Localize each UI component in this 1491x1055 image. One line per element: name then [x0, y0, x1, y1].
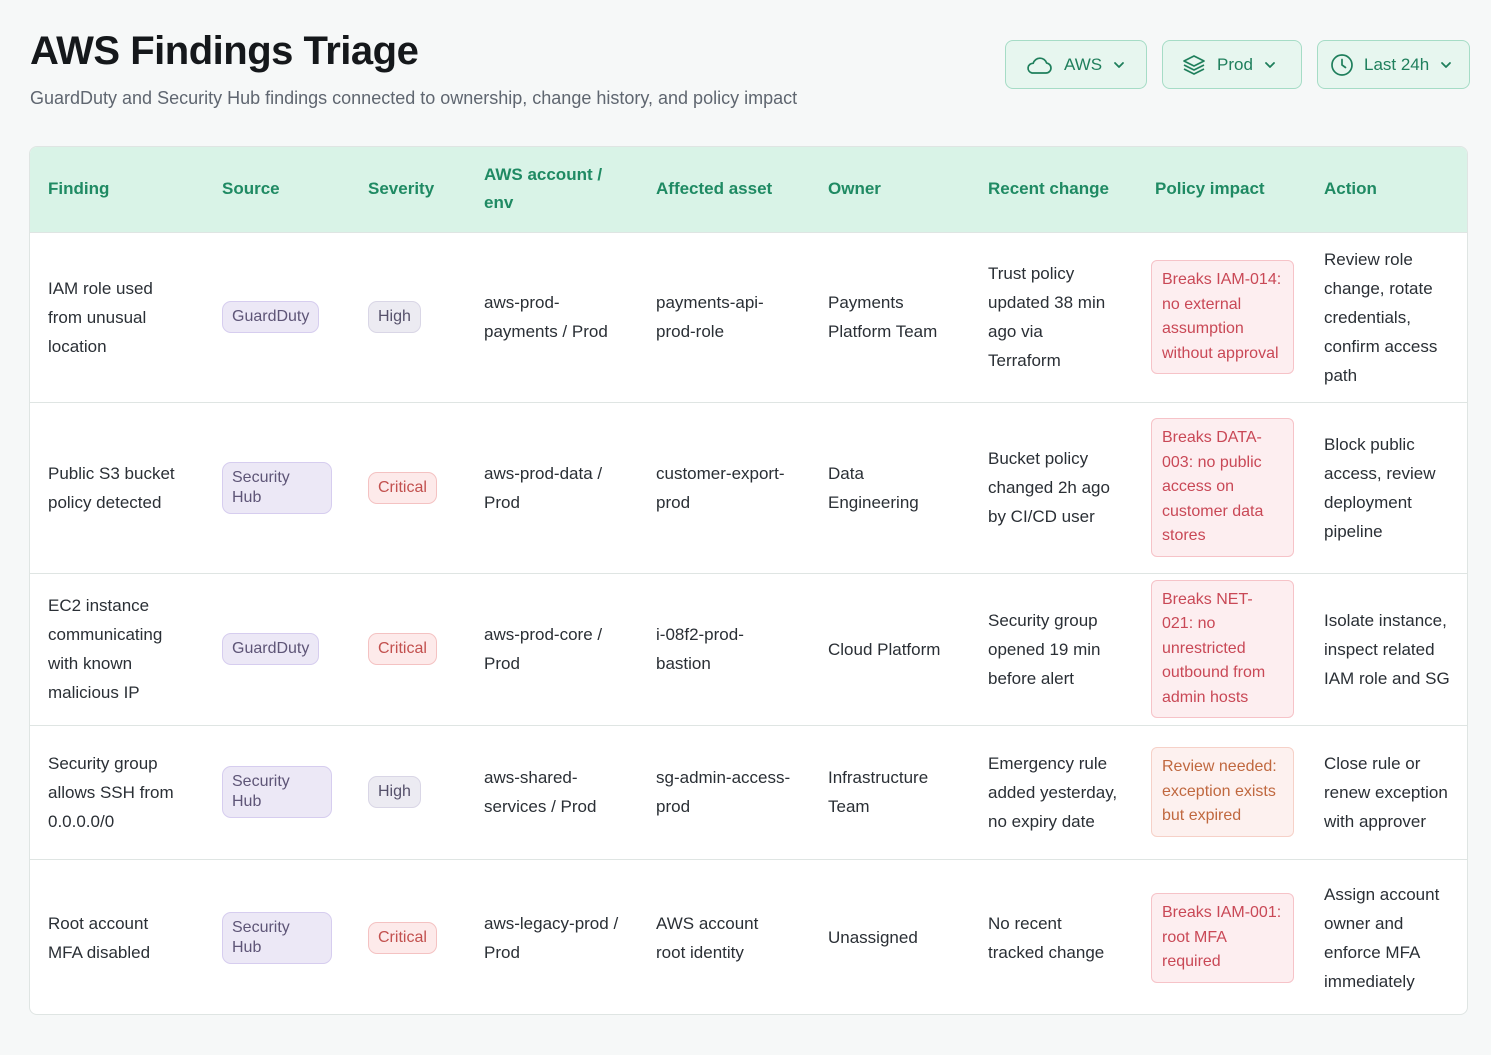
- action-cell: Block public access, review deployment p…: [1306, 401, 1467, 573]
- chevron-down-icon: [1439, 58, 1453, 72]
- account-cell: aws-legacy-prod / Prod: [466, 858, 638, 1014]
- finding-cell: IAM role used from unusual location: [30, 231, 204, 402]
- finding-cell: Public S3 bucket policy detected: [30, 401, 204, 573]
- severity-cell: Critical: [350, 572, 466, 725]
- table-header-row: Finding Source Severity AWS account / en…: [30, 147, 1467, 232]
- column-header-asset[interactable]: Affected asset: [656, 179, 773, 199]
- column-header-action[interactable]: Action: [1324, 179, 1377, 199]
- source-badge: GuardDuty: [222, 301, 320, 333]
- asset-cell: i-08f2-prod-bastion: [638, 572, 810, 725]
- page-subtitle: GuardDuty and Security Hub findings conn…: [30, 88, 798, 108]
- chevron-down-icon: [1112, 58, 1126, 72]
- finding-cell: EC2 instance communicating with known ma…: [30, 572, 204, 725]
- page-title: AWS Findings Triage: [30, 29, 419, 73]
- asset-cell: AWS account root identity: [638, 858, 810, 1014]
- source-badge: GuardDuty: [222, 633, 320, 665]
- table-row[interactable]: Security group allows SSH from 0.0.0.0/0…: [30, 724, 1467, 859]
- column-header-source[interactable]: Source: [222, 179, 280, 199]
- table-row[interactable]: Public S3 bucket policy detected Securit…: [30, 401, 1467, 573]
- column-header-account[interactable]: AWS account / env: [484, 165, 603, 213]
- action-cell: Review role change, rotate credentials, …: [1306, 231, 1467, 402]
- column-header-policy-impact[interactable]: Policy impact: [1155, 179, 1265, 199]
- account-cell: aws-prod-core / Prod: [466, 572, 638, 725]
- severity-cell: Critical: [350, 858, 466, 1014]
- cloud-icon: [1024, 54, 1054, 76]
- time-range-filter-label: Last 24h: [1364, 54, 1430, 74]
- recent-change-cell: Trust policy updated 38 min ago via Terr…: [970, 231, 1137, 402]
- finding-cell: Security group allows SSH from 0.0.0.0/0: [30, 724, 204, 859]
- policy-impact-cell: Review needed: exception exists but expi…: [1137, 724, 1306, 859]
- account-cell: aws-shared-services / Prod: [466, 724, 638, 859]
- column-header-severity[interactable]: Severity: [368, 179, 435, 199]
- recent-change-cell: Security group opened 19 min before aler…: [970, 572, 1137, 725]
- findings-table: Finding Source Severity AWS account / en…: [30, 147, 1467, 1014]
- severity-badge: High: [368, 301, 421, 333]
- layers-icon: [1181, 53, 1207, 77]
- column-header-finding[interactable]: Finding: [48, 179, 110, 199]
- recent-change-cell: Bucket policy changed 2h ago by CI/CD us…: [970, 401, 1137, 573]
- table-row[interactable]: EC2 instance communicating with known ma…: [30, 572, 1467, 725]
- asset-cell: customer-export-prod: [638, 401, 810, 573]
- source-cell: Security Hub: [204, 858, 350, 1014]
- severity-badge: Critical: [368, 633, 437, 665]
- source-badge: Security Hub: [222, 461, 332, 514]
- action-cell: Assign account owner and enforce MFA imm…: [1306, 858, 1467, 1014]
- severity-cell: High: [350, 724, 466, 859]
- action-cell: Isolate instance, inspect related IAM ro…: [1306, 572, 1467, 725]
- source-badge: Security Hub: [222, 911, 332, 964]
- action-cell: Close rule or renew exception with appro…: [1306, 724, 1467, 859]
- cloud-filter-label: AWS: [1064, 54, 1103, 74]
- policy-impact-cell: Breaks IAM-014: no external assumption w…: [1137, 231, 1306, 402]
- recent-change-cell: No recent tracked change: [970, 858, 1137, 1014]
- source-cell: Security Hub: [204, 401, 350, 573]
- account-cell: aws-prod-data / Prod: [466, 401, 638, 573]
- column-header-recent-change[interactable]: Recent change: [988, 179, 1109, 199]
- table-row[interactable]: IAM role used from unusual location Guar…: [30, 231, 1467, 402]
- owner-cell: Cloud Platform: [810, 572, 970, 725]
- recent-change-cell: Emergency rule added yesterday, no expir…: [970, 724, 1137, 859]
- chevron-down-icon: [1263, 58, 1277, 72]
- policy-impact-badge: Breaks DATA-003: no public access on cus…: [1151, 418, 1294, 557]
- policy-impact-badge: Breaks NET-021: no unrestricted outbound…: [1151, 579, 1294, 719]
- source-cell: GuardDuty: [204, 572, 350, 725]
- policy-impact-cell: Breaks NET-021: no unrestricted outbound…: [1137, 572, 1306, 725]
- account-cell: aws-prod-payments / Prod: [466, 231, 638, 402]
- findings-table-card: Finding Source Severity AWS account / en…: [29, 146, 1468, 1015]
- source-badge: Security Hub: [222, 766, 332, 818]
- policy-impact-badge: Breaks IAM-001: root MFA required: [1151, 893, 1294, 983]
- cloud-filter-dropdown[interactable]: AWS: [1005, 40, 1147, 89]
- severity-cell: High: [350, 231, 466, 402]
- finding-cell: Root account MFA disabled: [30, 858, 204, 1014]
- policy-impact-badge: Review needed: exception exists but expi…: [1151, 747, 1294, 837]
- filter-bar: AWS Prod: [1005, 40, 1470, 89]
- source-cell: GuardDuty: [204, 231, 350, 402]
- owner-cell: Payments Platform Team: [810, 231, 970, 402]
- severity-badge: High: [368, 776, 421, 808]
- policy-impact-cell: Breaks IAM-001: root MFA required: [1137, 858, 1306, 1014]
- owner-cell: Unassigned: [810, 858, 970, 1014]
- asset-cell: sg-admin-access-prod: [638, 724, 810, 859]
- source-cell: Security Hub: [204, 724, 350, 859]
- policy-impact-cell: Breaks DATA-003: no public access on cus…: [1137, 401, 1306, 573]
- owner-cell: Data Engineering: [810, 401, 970, 573]
- policy-impact-badge: Breaks IAM-014: no external assumption w…: [1151, 260, 1294, 374]
- severity-cell: Critical: [350, 401, 466, 573]
- severity-badge: Critical: [368, 471, 437, 504]
- environment-filter-label: Prod: [1217, 54, 1253, 74]
- time-range-filter-dropdown[interactable]: Last 24h: [1317, 40, 1470, 89]
- environment-filter-dropdown[interactable]: Prod: [1162, 40, 1302, 89]
- owner-cell: Infrastructure Team: [810, 724, 970, 859]
- asset-cell: payments-api-prod-role: [638, 231, 810, 402]
- severity-badge: Critical: [368, 921, 437, 954]
- column-header-owner[interactable]: Owner: [828, 179, 881, 199]
- clock-icon: [1330, 53, 1354, 77]
- page-header: AWS Findings Triage GuardDuty and Securi…: [30, 26, 1470, 126]
- table-row[interactable]: Root account MFA disabled Security Hub C…: [30, 858, 1467, 1014]
